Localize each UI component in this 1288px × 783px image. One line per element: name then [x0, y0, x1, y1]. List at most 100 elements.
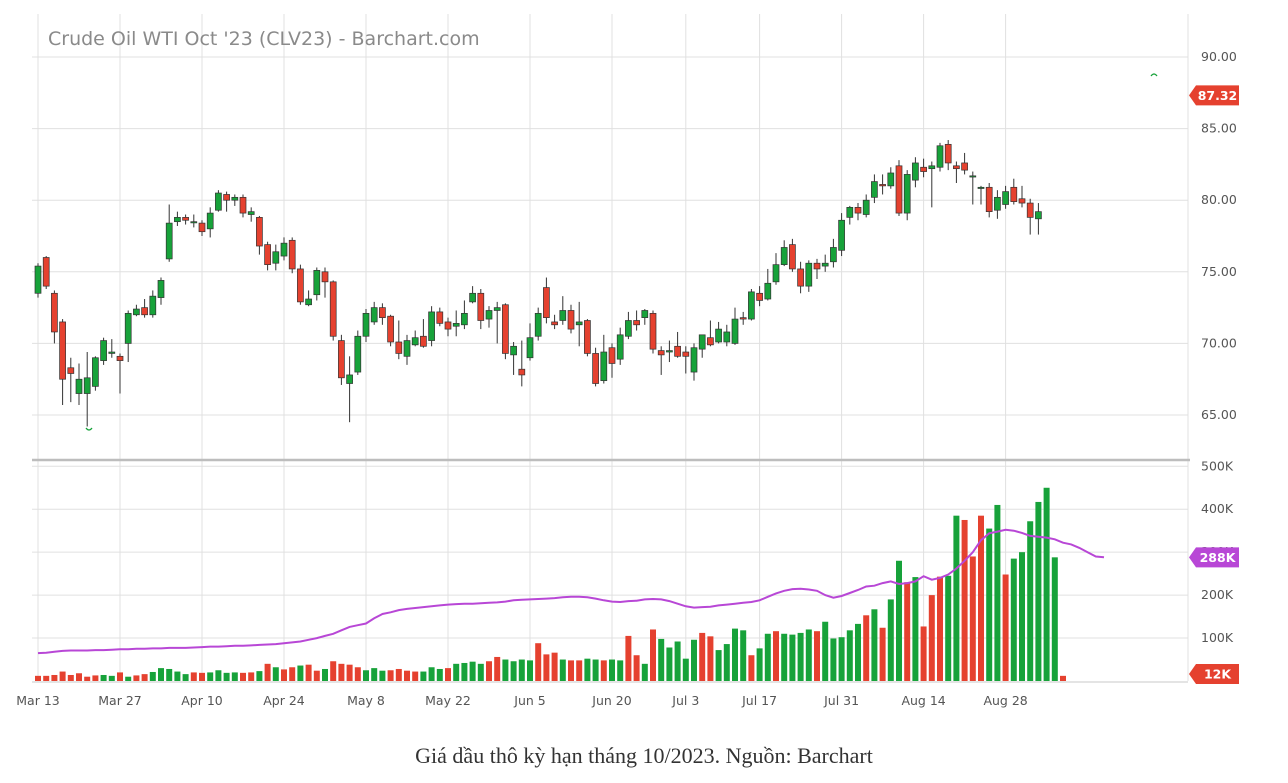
- candle-body: [272, 251, 280, 264]
- candle-body: [625, 320, 632, 337]
- volume-bar: [338, 663, 345, 681]
- candle-body: [1002, 191, 1009, 205]
- candle-body: [174, 217, 181, 223]
- candle-body: [1026, 202, 1034, 218]
- volume-bar: [945, 575, 952, 681]
- volume-bar: [346, 664, 353, 681]
- volume-bar: [461, 662, 468, 681]
- price-tick-label: 90.00: [1201, 49, 1237, 64]
- date-tick-label: Apr 10: [181, 693, 223, 708]
- candle-body: [420, 335, 427, 347]
- candle-body: [584, 320, 591, 354]
- candle-body: [534, 312, 542, 337]
- candle-body: [493, 307, 501, 311]
- volume-bar: [600, 660, 607, 681]
- volume-bar: [756, 648, 763, 681]
- volume-bar: [469, 661, 476, 681]
- volume-bar: [781, 633, 788, 681]
- value-badges: 87.32 288K 12K: [1189, 85, 1239, 684]
- volume-bar: [404, 670, 410, 681]
- volume-bar: [732, 628, 738, 681]
- candle-body: [436, 311, 444, 324]
- date-tick-label: Mar 27: [98, 693, 141, 708]
- candle-body: [879, 184, 886, 187]
- volume-bar: [723, 644, 730, 681]
- volume-bar: [904, 582, 911, 681]
- volume-bar: [149, 671, 156, 681]
- candle-body: [985, 186, 993, 213]
- candle-body: [887, 172, 895, 187]
- candle-body: [247, 211, 255, 215]
- candle-body: [215, 192, 222, 211]
- candle-body: [764, 282, 772, 300]
- candle-body: [239, 196, 247, 214]
- volume-bar: [510, 661, 517, 681]
- candle-body: [953, 165, 960, 170]
- volume-bar: [928, 595, 935, 681]
- candle-body: [969, 175, 977, 178]
- volume-bar: [740, 630, 747, 681]
- volume-bar: [748, 655, 755, 681]
- volume-bar: [863, 615, 870, 681]
- volume-bar: [912, 577, 919, 681]
- candle-body: [198, 222, 206, 233]
- price-tick-label: 65.00: [1201, 407, 1237, 422]
- volume-bar: [937, 576, 943, 681]
- candle-body: [805, 262, 813, 287]
- volume-bar: [830, 638, 837, 681]
- volume-bar: [43, 675, 50, 681]
- volume-bar: [248, 672, 255, 681]
- candle-body: [165, 222, 173, 260]
- price-tick-label: 80.00: [1201, 192, 1237, 207]
- volume-bar: [199, 672, 205, 681]
- candle-body: [608, 347, 616, 364]
- candle-body: [518, 368, 526, 376]
- candle-body: [977, 186, 985, 189]
- candle-body: [862, 199, 870, 215]
- candle-body: [1035, 211, 1042, 220]
- candle-body: [813, 262, 821, 270]
- volume-bar: [330, 661, 337, 681]
- candle-body: [559, 310, 567, 321]
- volume-bar: [584, 658, 591, 681]
- volume-bar: [125, 676, 132, 681]
- candle-body: [59, 321, 66, 380]
- volume-bar: [764, 633, 771, 681]
- volume-bar: [354, 667, 361, 681]
- candle-body: [551, 321, 558, 326]
- candle-body: [346, 374, 353, 384]
- volume-bar: [1043, 487, 1050, 681]
- candle-body: [223, 194, 230, 201]
- date-tick-label: Aug 14: [901, 693, 945, 708]
- volume-bar: [609, 659, 615, 681]
- candle-body: [34, 265, 42, 294]
- candle-body: [313, 270, 321, 296]
- candle-body: [67, 367, 75, 374]
- volume-bar: [535, 643, 542, 681]
- volume-bar: [986, 528, 993, 681]
- candle-body: [616, 334, 624, 360]
- volume-bar: [715, 650, 722, 681]
- volume-bar: [1060, 675, 1066, 681]
- candle-body: [944, 143, 952, 164]
- price-tick-label: 75.00: [1201, 264, 1237, 279]
- candle-body: [895, 165, 903, 214]
- candle-body: [903, 174, 911, 214]
- candle-body: [297, 268, 304, 303]
- date-tick-label: Jun 20: [591, 693, 631, 708]
- candle-body: [723, 331, 731, 343]
- volume-bar: [797, 632, 804, 681]
- volume-bar: [855, 623, 861, 681]
- volume-bar: [805, 629, 812, 681]
- volume-bar: [494, 656, 501, 681]
- candle-body: [756, 292, 763, 301]
- volume-bar: [35, 675, 41, 681]
- candle-body: [141, 307, 148, 316]
- candle-body: [379, 307, 386, 318]
- candle-body: [502, 304, 509, 354]
- candle-body: [370, 307, 378, 323]
- volume-bar: [543, 654, 550, 681]
- candle-body: [657, 350, 665, 356]
- date-tick-label: Jul 17: [741, 693, 777, 708]
- volume-bar: [264, 663, 271, 681]
